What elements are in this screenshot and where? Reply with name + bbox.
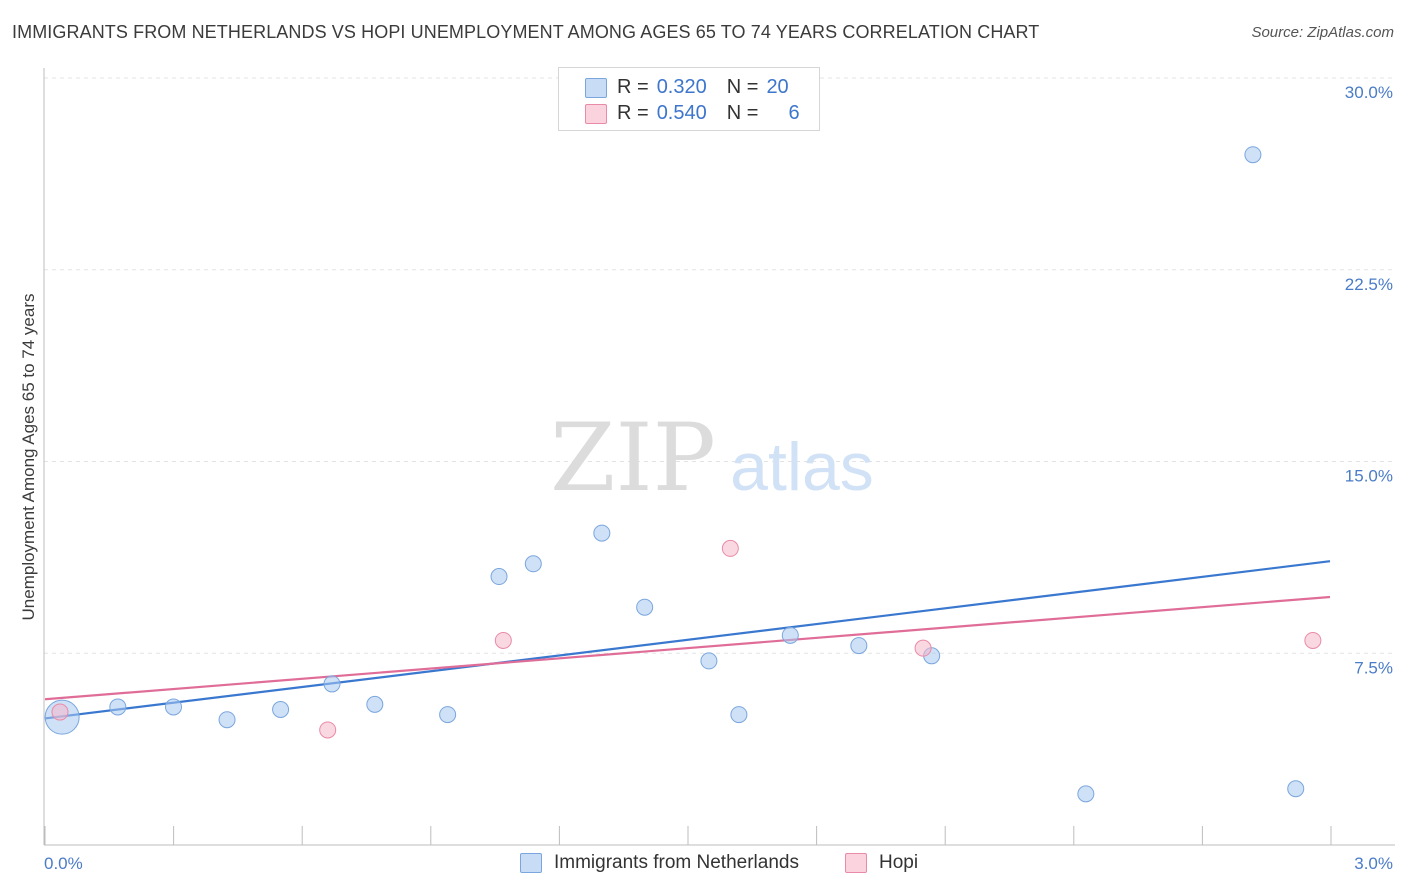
netherlands-point-7 bbox=[439, 706, 457, 724]
hopi-trend-line bbox=[44, 595, 1331, 701]
hopi-point-5 bbox=[1304, 631, 1322, 649]
axes bbox=[43, 68, 1395, 846]
legend-n-label: N = bbox=[726, 75, 759, 98]
legend: R = 0.320 N = 20 R = 0.540 N = 6 bbox=[558, 67, 820, 131]
hopi-point-4 bbox=[914, 639, 932, 657]
netherlands-point-2 bbox=[165, 698, 182, 716]
netherlands-point-17 bbox=[1077, 785, 1095, 803]
y-tick-label-1: 15.0% bbox=[1345, 467, 1393, 486]
legend-r-label: R = bbox=[617, 75, 649, 98]
x-tick-labels: 0.0% 3.0% bbox=[44, 854, 1393, 873]
bottom-legend-swatch-hopi bbox=[845, 853, 867, 873]
hopi-point-0 bbox=[51, 703, 69, 721]
data-points bbox=[44, 146, 1322, 803]
legend-r-value: 0.540 bbox=[656, 101, 707, 124]
netherlands-point-10 bbox=[593, 524, 611, 542]
netherlands-point-14 bbox=[781, 626, 799, 644]
netherlands-point-15 bbox=[850, 637, 868, 655]
y-tick-labels: 7.5% 15.0% 22.5% 30.0% bbox=[1345, 83, 1393, 677]
legend-r-value: 0.320 bbox=[656, 75, 707, 98]
bottom-legend-hopi: Hopi bbox=[845, 852, 918, 874]
x-tick-label-0: 0.0% bbox=[44, 854, 83, 873]
netherlands-trend-line bbox=[44, 560, 1331, 720]
trend-lines bbox=[44, 560, 1331, 720]
y-tick-label-0: 7.5% bbox=[1354, 658, 1393, 677]
netherlands-point-11 bbox=[636, 598, 654, 616]
netherlands-point-18 bbox=[1244, 146, 1262, 164]
netherlands-point-8 bbox=[490, 568, 508, 586]
y-tick-label-3: 30.0% bbox=[1345, 83, 1393, 102]
legend-r-label: R = bbox=[617, 101, 649, 124]
bottom-legend-label-netherlands: Immigrants from Netherlands bbox=[554, 852, 799, 873]
watermark-zip: ZIP bbox=[550, 404, 716, 513]
legend-n-value: 20 bbox=[766, 75, 789, 98]
netherlands-point-4 bbox=[272, 700, 290, 718]
netherlands-point-6 bbox=[366, 695, 384, 713]
legend-n-label: N = bbox=[726, 101, 759, 124]
hopi-point-1 bbox=[319, 721, 337, 739]
y-tick-label-2: 22.5% bbox=[1345, 275, 1393, 294]
watermark-atlas: atlas bbox=[730, 429, 874, 505]
legend-swatch-netherlands bbox=[585, 78, 607, 98]
netherlands-point-5 bbox=[323, 675, 341, 693]
legend-swatch-hopi bbox=[585, 104, 607, 124]
netherlands-point-12 bbox=[700, 652, 718, 670]
chart-title: IMMIGRANTS FROM NETHERLANDS VS HOPI UNEM… bbox=[12, 22, 1040, 42]
legend-row-netherlands: R = 0.320 N = 20 bbox=[585, 75, 789, 99]
netherlands-point-1 bbox=[109, 698, 127, 716]
netherlands-point-9 bbox=[524, 555, 542, 573]
hopi-point-3 bbox=[721, 539, 739, 557]
netherlands-point-13 bbox=[730, 706, 748, 724]
legend-n-value: 6 bbox=[788, 101, 800, 124]
x-tick-label-1: 3.0% bbox=[1354, 854, 1393, 873]
watermark: ZIP atlas bbox=[550, 404, 874, 513]
netherlands-point-3 bbox=[218, 711, 236, 729]
source-label: Source: ZipAtlas.com bbox=[1251, 24, 1394, 41]
y-axis-label: Unemployment Among Ages 65 to 74 years bbox=[19, 294, 38, 621]
legend-row-hopi: R = 0.540 N = 6 bbox=[585, 101, 800, 125]
bottom-legend-label-hopi: Hopi bbox=[879, 852, 919, 873]
netherlands-point-19 bbox=[1287, 780, 1305, 798]
bottom-legend-netherlands: Immigrants from Netherlands bbox=[520, 852, 799, 874]
hopi-point-2 bbox=[494, 631, 512, 649]
grid-lines bbox=[44, 77, 1395, 654]
bottom-legend-swatch-netherlands bbox=[520, 853, 542, 873]
